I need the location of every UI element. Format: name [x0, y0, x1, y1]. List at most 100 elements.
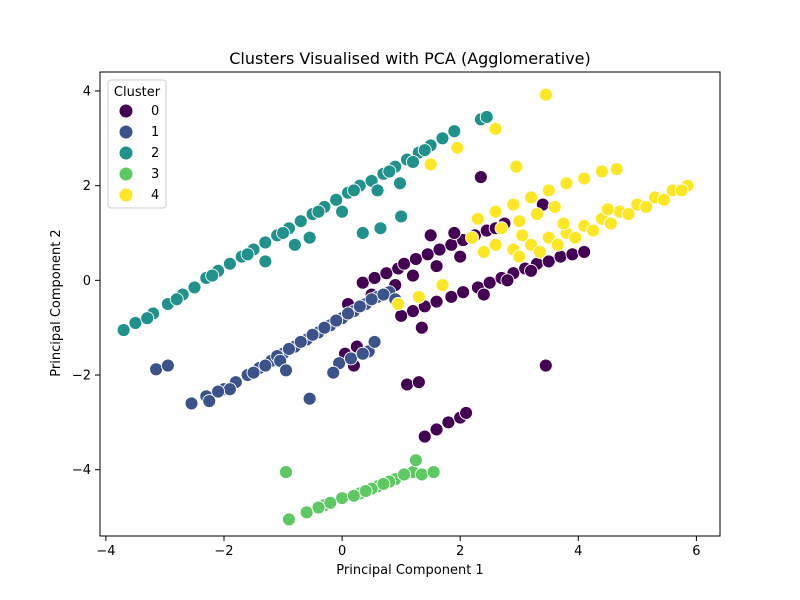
data-point-cluster-4: [530, 207, 544, 221]
data-point-cluster-0: [408, 252, 423, 266]
data-point-cluster-0: [432, 242, 447, 257]
data-point-cluster-0: [447, 226, 462, 240]
data-point-cluster-2: [355, 226, 370, 240]
data-point-cluster-1: [302, 391, 317, 406]
legend-label-1: 1: [151, 125, 159, 140]
data-point-cluster-2: [258, 235, 273, 250]
data-point-cluster-3: [346, 488, 361, 503]
data-point-cluster-0: [524, 263, 538, 278]
data-point-cluster-2: [287, 237, 302, 252]
data-point-cluster-0: [444, 289, 459, 304]
legend: Cluster 0 1 2 3 4: [107, 79, 167, 209]
data-point-cluster-4: [506, 197, 521, 212]
x-tick-label: 6: [692, 544, 700, 559]
data-point-cluster-4: [488, 204, 503, 219]
data-point-cluster-2: [258, 254, 273, 269]
data-point-cluster-1: [293, 334, 308, 349]
data-point-cluster-0: [538, 358, 553, 373]
data-point-cluster-0: [429, 294, 444, 309]
axes-frame: [99, 71, 721, 537]
data-point-cluster-1: [279, 363, 293, 378]
data-point-cluster-1: [282, 342, 296, 356]
data-point-cluster-2: [187, 280, 202, 295]
data-point-cluster-1: [305, 327, 320, 342]
data-point-cluster-4: [538, 87, 553, 102]
data-point-cluster-4: [391, 297, 406, 311]
x-axis-label: Principal Component 1: [336, 563, 483, 578]
legend-marker-0: [119, 104, 133, 118]
data-point-cluster-1: [329, 313, 344, 328]
data-point-cluster-1: [222, 382, 237, 397]
data-point-cluster-1: [341, 306, 355, 321]
data-point-cluster-3: [408, 453, 423, 468]
data-point-cluster-4: [577, 171, 592, 186]
data-point-cluster-4: [512, 249, 527, 264]
data-point-cluster-1: [202, 394, 217, 409]
data-point-cluster-1: [246, 365, 261, 380]
data-point-cluster-2: [373, 221, 388, 236]
data-point-cluster-0: [476, 287, 491, 302]
data-point-cluster-4: [423, 157, 438, 172]
data-point-cluster-0: [473, 170, 488, 185]
data-point-cluster-2: [335, 204, 350, 219]
data-point-cluster-2: [406, 155, 420, 169]
data-point-cluster-4: [488, 237, 503, 252]
data-point-cluster-4: [541, 183, 556, 198]
data-point-cluster-4: [465, 230, 479, 245]
data-point-cluster-4: [524, 190, 538, 205]
data-point-cluster-2: [169, 292, 184, 307]
data-point-cluster-3: [311, 500, 326, 515]
data-point-cluster-4: [515, 228, 530, 243]
data-point-cluster-1: [352, 299, 367, 314]
data-point-cluster-0: [453, 249, 468, 264]
data-point-cluster-1: [364, 292, 379, 307]
data-point-cluster-2: [329, 192, 344, 207]
data-point-cluster-3: [358, 484, 373, 498]
data-point-cluster-0: [441, 415, 456, 430]
x-tick-label: −2: [214, 544, 233, 559]
data-point-cluster-4: [603, 216, 618, 231]
data-point-cluster-2: [393, 176, 407, 191]
data-point-cluster-2: [276, 226, 290, 240]
data-point-cluster-0: [406, 268, 420, 283]
data-point-cluster-3: [282, 512, 296, 527]
legend-label-4: 4: [151, 188, 159, 203]
data-point-cluster-2: [302, 230, 317, 245]
data-point-cluster-2: [205, 268, 220, 283]
data-point-cluster-2: [417, 143, 432, 158]
data-point-cluster-1: [355, 346, 370, 361]
data-point-cluster-3: [414, 467, 429, 482]
data-point-cluster-3: [335, 491, 350, 506]
data-point-cluster-0: [397, 256, 412, 271]
legend-label-3: 3: [151, 167, 159, 182]
data-point-cluster-2: [293, 214, 308, 229]
data-point-cluster-2: [140, 311, 155, 326]
data-point-cluster-2: [479, 110, 494, 124]
data-point-cluster-4: [532, 244, 547, 259]
data-point-cluster-4: [586, 223, 600, 238]
data-point-cluster-0: [429, 422, 444, 437]
data-point-cluster-0: [541, 254, 556, 269]
data-point-cluster-1: [317, 320, 332, 335]
data-point-cluster-4: [509, 159, 524, 174]
x-tick-label: 4: [574, 544, 582, 559]
data-point-cluster-0: [565, 247, 580, 262]
data-point-cluster-0: [577, 244, 592, 259]
data-point-cluster-3: [323, 495, 338, 510]
x-tick-label: 2: [456, 544, 464, 559]
legend-title: Cluster: [114, 85, 161, 100]
data-point-cluster-4: [450, 140, 465, 155]
data-point-cluster-3: [426, 465, 441, 480]
data-point-cluster-4: [550, 237, 565, 252]
data-point-cluster-0: [444, 237, 459, 252]
data-point-cluster-1: [211, 384, 226, 399]
plot-layer: [100, 72, 720, 536]
legend-label-2: 2: [151, 146, 159, 161]
y-tick-label: 0: [83, 274, 91, 289]
data-point-cluster-4: [435, 278, 450, 293]
data-point-cluster-0: [400, 377, 414, 392]
data-point-cluster-1: [258, 358, 273, 373]
data-point-cluster-4: [512, 214, 527, 229]
legend-marker-3: [119, 167, 133, 181]
